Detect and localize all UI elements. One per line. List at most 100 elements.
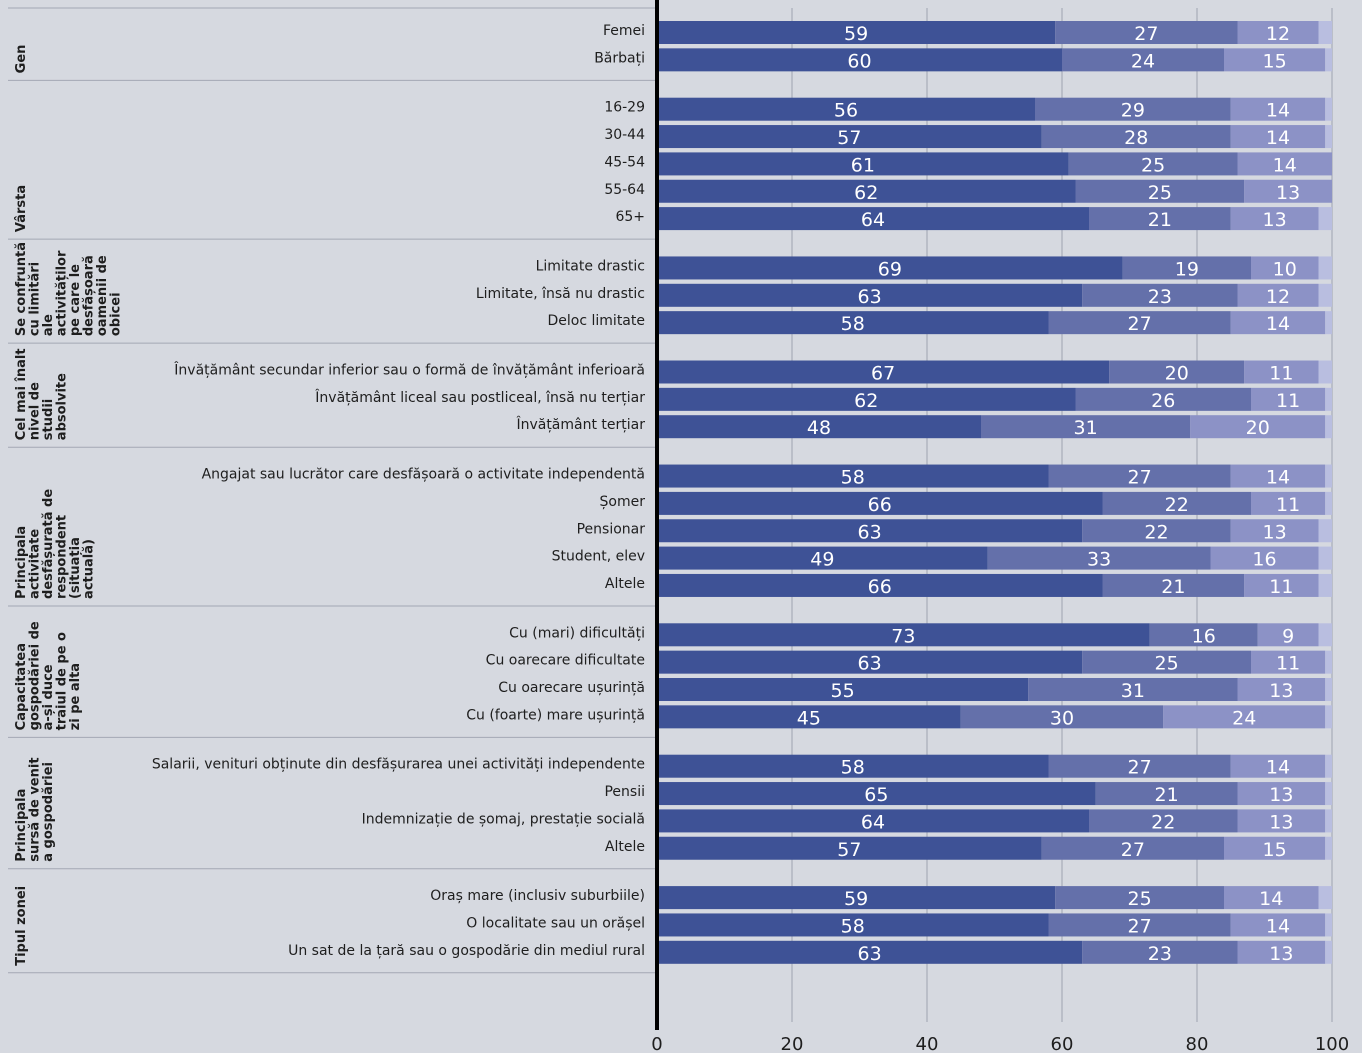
bar-value-label: 15 bbox=[1263, 50, 1287, 72]
bar-segment bbox=[1149, 623, 1258, 647]
bar-value-label: 20 bbox=[1246, 417, 1270, 439]
bar-segment bbox=[1230, 125, 1326, 149]
bar-value-label: 66 bbox=[868, 576, 892, 598]
bar-value-label: 27 bbox=[1134, 23, 1158, 45]
bar-value-label: 16 bbox=[1252, 549, 1276, 571]
bar-segment bbox=[1230, 97, 1326, 121]
bar-segment bbox=[1224, 836, 1326, 860]
group-separators bbox=[8, 7, 657, 974]
group-label: Cel mai înaltnivel destudiiabsolvite bbox=[14, 348, 70, 440]
bar-segment-remainder bbox=[1325, 836, 1332, 860]
bar-value-label: 27 bbox=[1128, 757, 1152, 779]
bar-segment bbox=[657, 886, 1056, 910]
group-label: Vârsta bbox=[14, 185, 29, 232]
category-label: Indemnizație de șomaj, prestație socială bbox=[362, 811, 645, 827]
bar-segment bbox=[1075, 387, 1251, 411]
bar-value-label: 21 bbox=[1161, 576, 1185, 598]
group-label: Capacitateagospodăriei dea-și ducetraiul… bbox=[14, 621, 83, 730]
bar-value-label: 11 bbox=[1276, 390, 1300, 412]
bar-segment-remainder bbox=[1325, 809, 1332, 833]
bar-segment-remainder bbox=[1318, 886, 1332, 910]
bar-value-label: 10 bbox=[1273, 258, 1297, 280]
group-label: Gen bbox=[14, 45, 29, 74]
bar-segment bbox=[1230, 913, 1326, 937]
bar-segment bbox=[1224, 48, 1326, 72]
bar-value-label: 27 bbox=[1128, 313, 1152, 335]
bar-segment-remainder bbox=[1318, 546, 1332, 570]
bar-segment bbox=[657, 97, 1035, 121]
bar-segment bbox=[1237, 678, 1326, 701]
bar-value-label: 23 bbox=[1148, 286, 1172, 308]
category-label: Femei bbox=[603, 23, 645, 39]
bar-segment bbox=[1082, 650, 1251, 674]
bar-value-label: 21 bbox=[1148, 209, 1172, 231]
bar-segment bbox=[1251, 387, 1326, 411]
bar-segment bbox=[657, 464, 1049, 488]
bar-segment bbox=[1041, 836, 1224, 860]
bar-segment-remainder bbox=[1325, 754, 1332, 778]
bar-segment bbox=[657, 152, 1069, 176]
category-label: 65+ bbox=[615, 209, 645, 225]
bar-segment-remainder bbox=[1318, 519, 1332, 543]
bar-segment bbox=[1190, 415, 1326, 439]
category-label: Cu (foarte) mare ușurință bbox=[466, 707, 645, 723]
bar-segment bbox=[1224, 886, 1319, 910]
bar-value-label: 13 bbox=[1269, 680, 1293, 702]
bar-segment bbox=[657, 623, 1150, 647]
category-label: Un sat de la țară sau o gospodărie din m… bbox=[288, 943, 645, 959]
bar-segment bbox=[1075, 179, 1245, 203]
bar-segment bbox=[657, 705, 961, 729]
bar-value-label: 24 bbox=[1232, 707, 1256, 729]
bar-segment bbox=[657, 573, 1103, 597]
bar-segment bbox=[657, 809, 1089, 833]
bar-value-label: 65 bbox=[864, 784, 888, 806]
bar-value-label: 48 bbox=[807, 417, 831, 439]
bar-value-label: 61 bbox=[851, 154, 875, 176]
bar-value-label: 58 bbox=[841, 467, 865, 489]
bar-value-label: 27 bbox=[1128, 467, 1152, 489]
category-label: Pensii bbox=[604, 784, 645, 800]
bar-segment bbox=[657, 836, 1042, 860]
group-label: Tipul zonei bbox=[14, 886, 29, 966]
bar-segment bbox=[1028, 678, 1238, 701]
bar-value-label: 13 bbox=[1263, 209, 1287, 231]
category-label: Altele bbox=[605, 576, 645, 592]
bar-segment-remainder bbox=[1325, 705, 1332, 729]
bar-segment-remainder bbox=[1325, 464, 1332, 488]
category-label: O localitate sau un orășel bbox=[466, 915, 645, 931]
x-tick-label: 100 bbox=[1315, 1034, 1349, 1053]
bar-value-label: 62 bbox=[854, 390, 878, 412]
bar-value-label: 27 bbox=[1128, 915, 1152, 937]
bar-segment-remainder bbox=[1325, 48, 1332, 72]
bar-segment bbox=[657, 782, 1096, 806]
bar-segment bbox=[657, 283, 1083, 307]
bar-value-label: 45 bbox=[797, 707, 821, 729]
bar-segment-remainder bbox=[1318, 360, 1332, 384]
bar-segment-remainder bbox=[1318, 573, 1332, 597]
bar-value-label: 16 bbox=[1192, 625, 1216, 647]
bar-segment bbox=[1048, 311, 1231, 335]
bar-segment bbox=[657, 546, 988, 570]
bar-segment bbox=[1237, 21, 1319, 44]
bar-value-label: 64 bbox=[861, 811, 885, 833]
bar-segment bbox=[1237, 940, 1326, 964]
bar-segment bbox=[1082, 283, 1238, 307]
bar-value-label: 13 bbox=[1276, 182, 1300, 204]
category-label: Limitate, însă nu drastic bbox=[476, 286, 645, 302]
bar-value-label: 66 bbox=[868, 494, 892, 516]
group-labels: Gen Vârsta Se confruntăcu limitărialeactiv… bbox=[14, 45, 124, 966]
bar-segment bbox=[657, 256, 1123, 280]
bars: 59 27 12 60 24 15 56 29 14 57 28 14 61 25 14 62 25 13 64 21… bbox=[657, 21, 1332, 965]
bar-segment bbox=[1089, 207, 1231, 231]
bar-value-label: 62 bbox=[854, 182, 878, 204]
bar-value-label: 56 bbox=[834, 100, 858, 122]
bar-segment bbox=[1230, 519, 1319, 543]
bar-value-label: 26 bbox=[1151, 390, 1175, 412]
bar-segment-remainder bbox=[1318, 283, 1332, 307]
bar-value-label: 73 bbox=[891, 625, 915, 647]
bar-value-label: 9 bbox=[1282, 625, 1294, 647]
bar-segment bbox=[1102, 573, 1245, 597]
bar-segment bbox=[1082, 940, 1238, 964]
bar-value-label: 63 bbox=[858, 521, 882, 543]
bar-value-label: 23 bbox=[1148, 943, 1172, 965]
